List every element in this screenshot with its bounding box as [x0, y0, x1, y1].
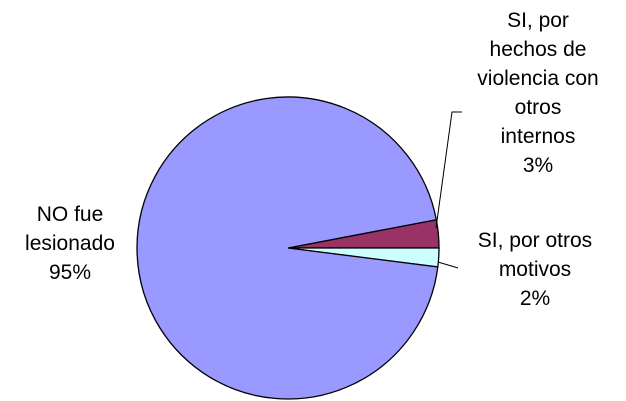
slice-percent: 2%: [519, 287, 551, 310]
slice-no-lesionado: [136, 96, 439, 400]
label-line: NO fue: [36, 203, 104, 226]
slice-label-violencia: SI, por hechos de violencia con otros in…: [450, 6, 626, 180]
slice-label-no-lesionado: NO fue lesionado 95%: [10, 200, 130, 287]
label-line: violencia con: [477, 67, 599, 90]
slice-label-otros-motivos: SI, por otros motivos 2%: [460, 226, 610, 313]
label-line: motivos: [498, 258, 572, 281]
label-line: internos: [500, 125, 576, 148]
label-line: otros: [514, 96, 562, 119]
label-line: SI, por: [507, 9, 569, 32]
label-line: SI, por otros: [477, 229, 593, 252]
leader-line-violencia: [435, 111, 462, 229]
slice-percent: 95%: [48, 261, 92, 284]
label-line: lesionado: [25, 232, 115, 255]
label-line: hechos de: [489, 38, 587, 61]
slice-percent: 3%: [522, 154, 554, 177]
leader-line-otros-motivos: [437, 261, 459, 269]
